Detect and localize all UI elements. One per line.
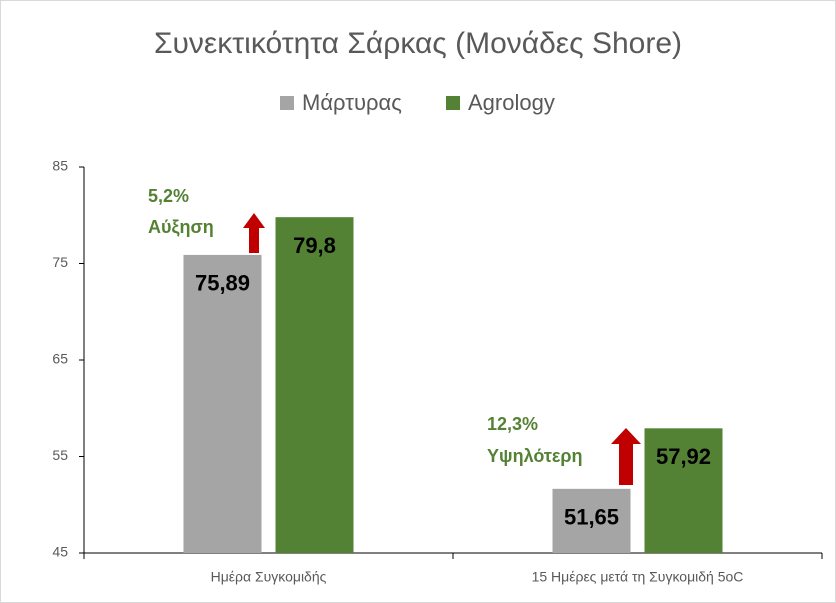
- arrow: [611, 428, 641, 485]
- y-tick-label: 55: [52, 447, 68, 463]
- arrow: [243, 213, 265, 253]
- bar: [275, 217, 354, 553]
- value-label: 75,89: [195, 271, 250, 296]
- y-tick-label: 85: [52, 158, 68, 174]
- x-tick-label: 15 Ημέρες μετά τη Συγκομιδή 5oC: [532, 569, 744, 585]
- y-tick-label: 65: [52, 351, 68, 367]
- legend-label: Agrology: [468, 90, 555, 115]
- value-label: 79,8: [293, 233, 336, 258]
- y-tick-label: 75: [52, 254, 68, 270]
- annotation: 12,3%: [487, 414, 538, 434]
- legend-swatch: [280, 96, 294, 110]
- y-tick-label: 45: [52, 544, 68, 560]
- annotation: Αύξηση: [148, 217, 214, 238]
- x-tick-label: Ημέρα Συγκομιδής: [211, 569, 327, 585]
- bar: [552, 488, 631, 553]
- chart-title: Συνεκτικότητα Σάρκας (Μονάδες Shore): [154, 27, 682, 60]
- legend-swatch: [446, 96, 460, 110]
- annotation: Υψηλότερη: [487, 446, 583, 466]
- value-label: 57,92: [656, 444, 711, 469]
- legend-label: Μάρτυρας: [302, 90, 402, 115]
- annotation: 5,2%: [148, 186, 189, 206]
- bar: [644, 428, 723, 553]
- value-label: 51,65: [564, 505, 619, 530]
- bar: [183, 254, 262, 553]
